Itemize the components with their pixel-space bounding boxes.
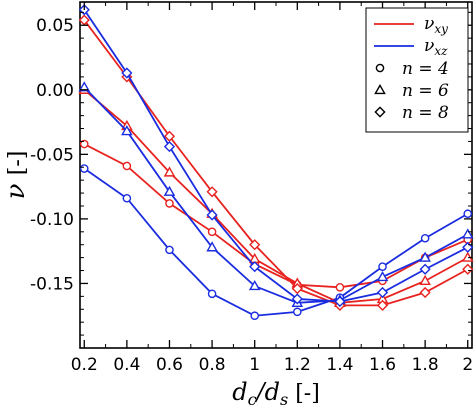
data-point-xy-n8 xyxy=(462,263,474,275)
legend-label-marker: n = 8 xyxy=(402,103,449,123)
data-point-xy-n6 xyxy=(419,274,431,286)
axis-labels: dc/ds [-] ν [-] xyxy=(1,151,320,409)
data-point-xz-n8 xyxy=(121,67,133,79)
data-point-xz-n6 xyxy=(163,185,176,196)
data-point-xz-n8 xyxy=(419,263,431,275)
data-point-xy-n6 xyxy=(461,251,474,262)
y-axis-label: ν [-] xyxy=(1,151,31,200)
data-point-xz-n6 xyxy=(419,251,431,262)
data-point-xz-n4 xyxy=(122,193,132,203)
data-point-xz-n6 xyxy=(121,125,133,136)
x-tick-label: 2 xyxy=(462,355,473,375)
x-tick-label: 0.8 xyxy=(199,355,226,375)
x-axis-label: dc/ds [-] xyxy=(232,378,320,409)
axis-layer: 0.2 0.4 0.6 0.8 1 1.2 1.4 1.6 1.8 2 0.05 0.00 -0.05 -… xyxy=(30,2,473,375)
legend-label-line: νxy xyxy=(424,14,448,36)
data-point-xz-n4 xyxy=(250,311,259,321)
data-point-xz-n6 xyxy=(78,81,91,92)
data-point-xy-n8 xyxy=(419,286,431,299)
series-layer xyxy=(78,4,474,321)
data-point-xz-n8 xyxy=(462,241,474,253)
x-tick-label: 1.6 xyxy=(369,355,396,375)
data-point-xy-n4 xyxy=(335,283,345,292)
series-line-xy-n4 xyxy=(83,143,469,289)
legend-label-marker: n = 6 xyxy=(402,81,449,101)
data-point-xy-n8 xyxy=(249,239,261,251)
data-point-xy-n8 xyxy=(206,186,218,198)
data-point-xz-n6 xyxy=(206,241,218,252)
data-point-xz-n4 xyxy=(207,289,217,299)
legend-marker-triangle xyxy=(374,83,386,95)
x-tick-label: 0.2 xyxy=(71,355,98,375)
series-line-xz-n4 xyxy=(83,167,469,317)
legend-label-marker: n = 4 xyxy=(402,59,449,79)
data-point-xz-n4 xyxy=(165,245,174,255)
data-point-xz-n4 xyxy=(293,307,302,317)
x-tick-label: 1.4 xyxy=(326,355,353,375)
series-nu-xy-n4 xyxy=(79,139,473,292)
data-point-xz-n8 xyxy=(291,293,303,305)
y-tick-label: 0.00 xyxy=(36,81,74,101)
data-point-xz-n4 xyxy=(420,233,430,243)
data-point-xz-n8 xyxy=(376,286,389,299)
data-point-xz-n4 xyxy=(79,164,89,173)
y-tick-label: 0.05 xyxy=(36,16,74,36)
x-tick-label: 1 xyxy=(249,355,260,375)
legend-label-line: νxz xyxy=(424,36,448,58)
y-tick-label: -0.10 xyxy=(30,210,74,230)
x-tick-label: 0.6 xyxy=(156,355,183,375)
data-point-xz-n8 xyxy=(249,261,261,273)
data-point-xy-n4 xyxy=(122,161,132,171)
data-point-xz-n4 xyxy=(463,209,473,219)
series-line-xy-n6 xyxy=(83,89,469,304)
legend-marker-diamond xyxy=(374,106,386,118)
data-point-xy-n4 xyxy=(165,199,174,208)
series-line-xz-n8 xyxy=(83,9,469,303)
data-point-xz-n8 xyxy=(206,209,218,221)
data-point-xz-n6 xyxy=(248,280,261,291)
data-point-xy-n4 xyxy=(207,227,217,237)
y-tick-label: -0.05 xyxy=(30,145,74,165)
series-line-xy-n8 xyxy=(83,19,469,307)
data-point-xy-n4 xyxy=(79,139,89,149)
data-point-xy-n8 xyxy=(376,299,389,311)
series-line-xz-n6 xyxy=(83,86,469,304)
data-point-xz-n8 xyxy=(163,141,176,153)
data-point-xy-n8 xyxy=(163,130,176,142)
data-point-xy-n8 xyxy=(291,283,303,295)
data-point-xz-n4 xyxy=(378,262,387,271)
data-point-xz-n6 xyxy=(376,270,389,282)
data-point-xy-n6 xyxy=(163,166,176,177)
x-tick-label: 1.8 xyxy=(412,355,439,375)
data-point-xz-n8 xyxy=(334,295,346,308)
data-point-xz-n6 xyxy=(461,228,474,239)
y-tick-label: -0.15 xyxy=(30,274,74,294)
x-tick-label: 0.4 xyxy=(113,355,140,375)
x-tick-label: 1.2 xyxy=(284,355,311,375)
series-nu-xz-n4 xyxy=(79,164,473,321)
legend-marker-circle xyxy=(375,63,385,73)
